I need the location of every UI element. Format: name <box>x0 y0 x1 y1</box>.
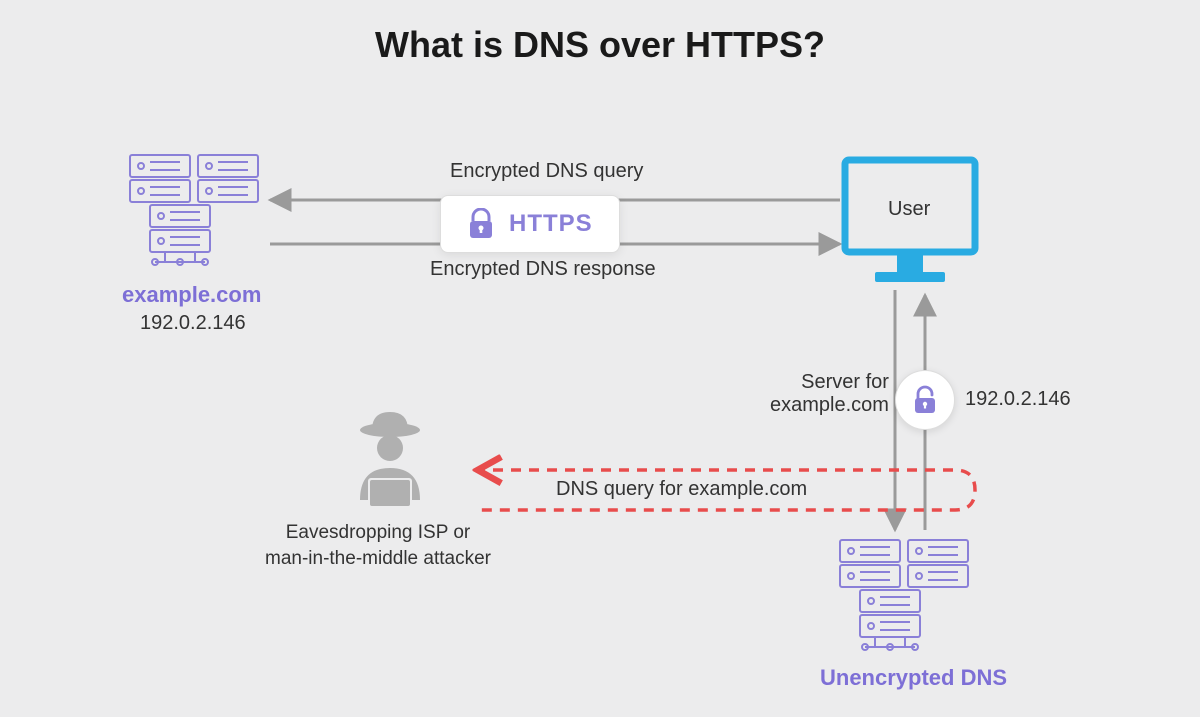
unlock-icon <box>912 385 938 415</box>
https-text: HTTPS <box>509 210 593 238</box>
unlock-badge <box>895 370 955 430</box>
label-attacker: Eavesdropping ISP or man-in-the-middle a… <box>265 520 491 571</box>
label-server-for: Server for example.com <box>770 371 889 417</box>
server-icon-left <box>130 155 258 265</box>
label-domain: example.com <box>122 282 261 308</box>
server-icon-bottom <box>840 540 968 650</box>
label-dns-query: DNS query for example.com <box>550 478 813 501</box>
page-title: What is DNS over HTTPS? <box>0 24 1200 66</box>
label-ip2: 192.0.2.146 <box>965 388 1071 411</box>
https-badge: HTTPS <box>440 195 620 253</box>
lock-icon <box>467 208 495 240</box>
label-encrypted-query: Encrypted DNS query <box>450 160 643 183</box>
user-monitor-icon <box>845 160 975 282</box>
label-unencrypted: Unencrypted DNS <box>820 665 1007 691</box>
label-encrypted-response: Encrypted DNS response <box>430 258 656 281</box>
attacker-icon <box>360 412 420 508</box>
label-user: User <box>888 198 930 221</box>
diagram-canvas <box>0 0 1200 717</box>
label-ip: 192.0.2.146 <box>140 312 246 335</box>
